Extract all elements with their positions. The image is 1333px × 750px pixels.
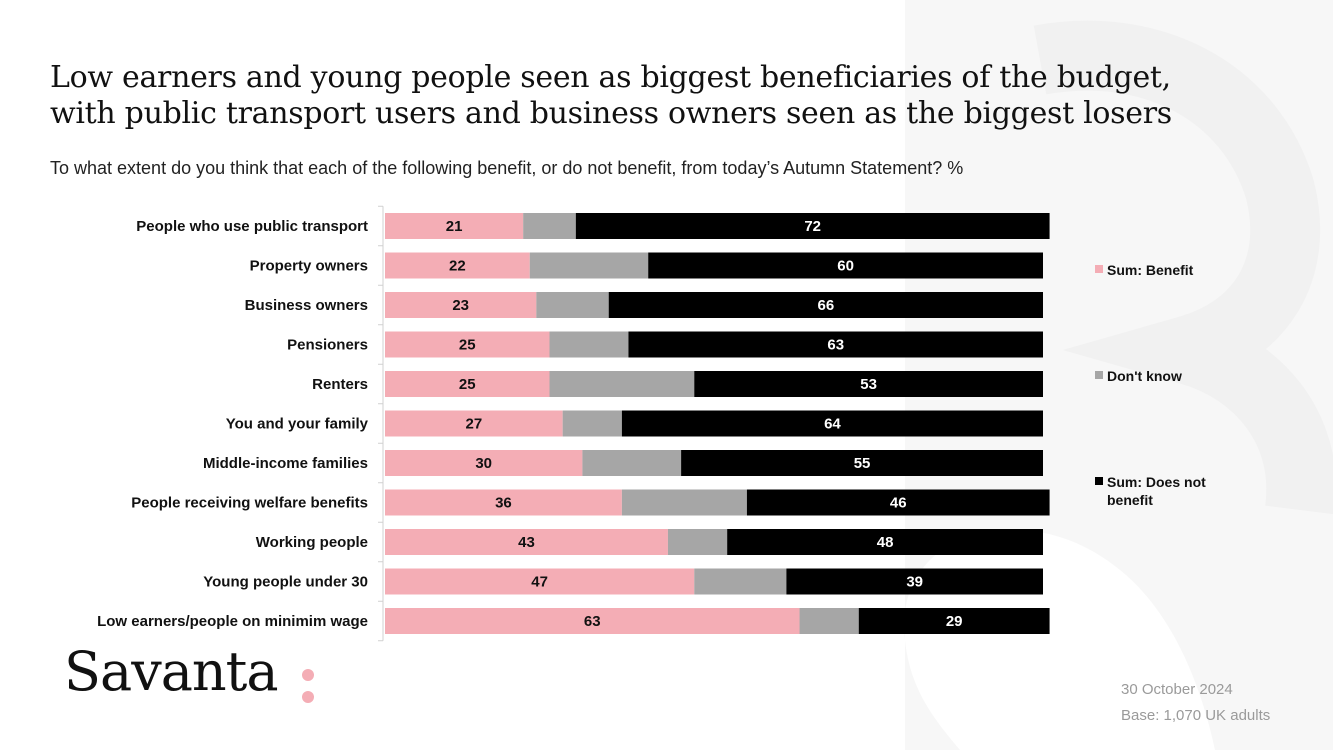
bar-segment-dont-know (549, 371, 695, 397)
data-label-not-benefit: 72 (804, 218, 821, 235)
legend-label-benefit: Sum: Benefit (1107, 262, 1194, 278)
data-label-benefit: 27 (465, 416, 482, 433)
bar-segment-dont-know (549, 331, 629, 358)
category-label: People who use public transport (136, 218, 368, 235)
data-label-not-benefit: 64 (824, 416, 841, 433)
legend-label-not-benefit: Sum: Does not benefit (1107, 474, 1206, 508)
legend-swatch-benefit (1095, 265, 1103, 273)
data-label-not-benefit: 29 (946, 613, 963, 630)
bar-segment-benefit (385, 331, 550, 358)
bar-segment-dont-know (694, 568, 787, 595)
data-label-not-benefit: 55 (854, 455, 871, 472)
bar-segment-not-benefit (608, 292, 1043, 318)
data-label-not-benefit: 39 (906, 574, 923, 591)
legend-label-dont-know: Don't know (1107, 368, 1182, 384)
category-label: Middle-income families (203, 455, 368, 472)
bar-segment-dont-know (523, 213, 576, 239)
data-label-benefit: 21 (446, 218, 463, 235)
bar-segment-benefit (385, 568, 695, 595)
data-label-benefit: 36 (495, 495, 512, 512)
data-label-not-benefit: 53 (860, 376, 877, 393)
bar-segment-benefit (385, 213, 524, 239)
legend-item-not-benefit: Sum: Does not benefit (1095, 473, 1227, 509)
bar-segment-not-benefit (648, 252, 1043, 279)
bar-segment-dont-know (562, 410, 622, 437)
bar-segment-not-benefit (746, 489, 1050, 516)
category-label: Low earners/people on minimim wage (97, 613, 368, 630)
bar-segment-dont-know (621, 489, 747, 516)
footer-base: Base: 1,070 UK adults (1121, 707, 1271, 724)
data-label-benefit: 47 (531, 574, 548, 591)
data-label-benefit: 43 (518, 534, 535, 551)
chart-subtitle: To what extent do you think that each of… (50, 158, 964, 178)
legend-item-benefit: Sum: Benefit (1095, 261, 1227, 279)
bar-segment-benefit (385, 608, 800, 634)
category-label: You and your family (226, 416, 369, 433)
bar-segment-not-benefit (681, 450, 1043, 476)
category-label: Pensioners (287, 337, 368, 354)
legend-item-dont-know: Don't know (1095, 367, 1227, 385)
legend-swatch-dont-know (1095, 371, 1103, 379)
chart-title-line-1: Low earners and young people seen as big… (50, 60, 1171, 95)
data-label-benefit: 25 (459, 337, 476, 354)
chart-legend: Sum: Benefit Don't know Sum: Does not be… (1095, 0, 1295, 750)
bar-segment-not-benefit (628, 331, 1043, 358)
bar-segment-dont-know (667, 529, 728, 555)
legend-swatch-not-benefit (1095, 477, 1103, 485)
bar-segment-not-benefit (621, 410, 1043, 437)
chart-title: Low earners and young people seen as big… (50, 60, 1310, 132)
data-label-benefit: 22 (449, 258, 466, 275)
data-label-not-benefit: 60 (837, 258, 854, 275)
bar-segment-dont-know (582, 450, 682, 476)
bar-segment-not-benefit (694, 371, 1043, 397)
category-label: Property owners (250, 258, 368, 275)
category-label: Business owners (245, 297, 368, 314)
data-label-benefit: 30 (475, 455, 492, 472)
bar-segment-benefit (385, 529, 668, 555)
bar-segment-dont-know (799, 608, 859, 634)
data-label-benefit: 63 (584, 613, 601, 630)
savanta-logo: Savanta (64, 640, 279, 703)
bar-segment-benefit (385, 410, 563, 437)
bar-segment-benefit (385, 252, 530, 279)
bar-segment-dont-know (536, 292, 609, 318)
category-label: People receiving welfare benefits (131, 495, 368, 512)
bar-segment-dont-know (529, 252, 649, 279)
bar-segment-not-benefit (727, 529, 1043, 555)
data-label-not-benefit: 48 (877, 534, 894, 551)
bar-segment-benefit (385, 450, 583, 476)
category-label: Renters (312, 376, 368, 393)
category-label: Working people (256, 534, 368, 551)
data-label-not-benefit: 66 (818, 297, 835, 314)
chart-title-line-2: with public transport users and business… (50, 96, 1172, 131)
data-label-benefit: 23 (452, 297, 469, 314)
data-label-benefit: 25 (459, 376, 476, 393)
data-label-not-benefit: 63 (827, 337, 844, 354)
bar-segment-not-benefit (575, 213, 1050, 239)
logo-colon-dots (302, 669, 314, 703)
bar-segment-not-benefit (786, 568, 1043, 595)
bar-segment-benefit (385, 489, 622, 516)
data-label-not-benefit: 46 (890, 495, 907, 512)
category-label: Young people under 30 (203, 574, 368, 591)
footer-date: 30 October 2024 (1121, 681, 1233, 698)
bar-segment-not-benefit (858, 608, 1050, 634)
bar-segment-benefit (385, 371, 550, 397)
bar-segment-benefit (385, 292, 537, 318)
